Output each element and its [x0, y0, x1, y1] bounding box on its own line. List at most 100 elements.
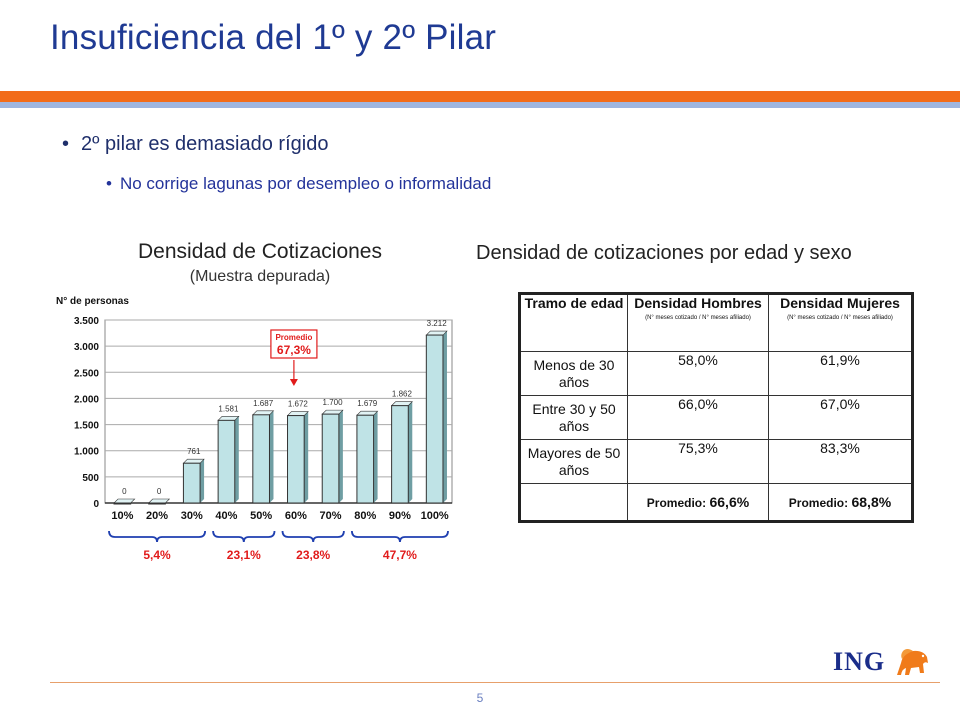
average-box [270, 329, 318, 359]
bar [321, 413, 340, 504]
header-age: Tramo de edad [519, 293, 628, 352]
x-tick-label: 70% [320, 510, 342, 522]
bar-top [182, 458, 205, 464]
bar-value-label: 1.679 [357, 399, 378, 408]
ing-logo-text: ING [833, 647, 886, 676]
group-brace [351, 530, 449, 543]
x-tick-label: 90% [389, 510, 411, 522]
average-label: Promedio [275, 333, 312, 342]
page-number: 5 [476, 691, 484, 705]
x-tick-label: 50% [250, 510, 272, 522]
bar-side [200, 459, 205, 503]
cell-hombres: 58,0% [627, 351, 769, 396]
bullet-level-2: • No corrige lagunas por desempleo o info… [106, 174, 491, 194]
bar-top [425, 330, 448, 336]
bar-top [390, 401, 414, 406]
bar-value-label: 1.687 [253, 399, 274, 408]
bar [287, 415, 305, 504]
bullet-dot: • [106, 174, 112, 193]
bar-top [321, 409, 344, 415]
bar [113, 502, 132, 505]
cell-tramo: Entre 30 y 50 años [519, 395, 628, 440]
group-percentage: 23,8% [296, 548, 330, 562]
header-band-blue [0, 102, 960, 108]
bar-top [252, 410, 275, 416]
cell-mujeres: 67,0% [768, 395, 913, 440]
x-tick-label: 20% [146, 510, 168, 522]
density-bar-chart: 0 500 1.000 1.500 2.000 2.500 3.000 3.500 N° de … [56, 296, 453, 562]
bar-value-label: 0 [122, 487, 127, 496]
group-percentage: 47,7% [383, 548, 417, 562]
bar-side [442, 331, 447, 503]
bar-top [286, 411, 309, 416]
table-row: Entre 30 y 50 años 66,0% 67,0% [519, 395, 913, 440]
table-row: Mayores de 50 años 75,3% 83,3% [519, 439, 913, 484]
cell-empty [519, 483, 628, 522]
bullet-2-text: No corrige lagunas por desempleo o infor… [119, 174, 492, 193]
y-tick-label: 1.500 [74, 421, 99, 432]
bar-value-label: 761 [187, 447, 201, 456]
group-percentage: 23,1% [227, 548, 261, 562]
header-men: Densidad Hombres (N° meses cotizado / N° … [627, 293, 769, 352]
bar-side [373, 411, 378, 503]
average-value: 67,3% [277, 343, 311, 357]
density-table: Tramo de edad Densidad Hombres (N° meses … [518, 292, 914, 523]
cell-mujeres: 61,9% [768, 351, 913, 396]
bar-value-label: 1.581 [218, 404, 239, 413]
cell-tramo: Menos de 30 años [519, 351, 628, 396]
header-band-orange [0, 91, 960, 102]
cell-avg-hombres: Promedio: 66,6% [627, 483, 769, 522]
bar-value-label: 1.700 [323, 398, 344, 407]
bullet-1-text: 2º pilar es demasiado rígido [81, 133, 329, 155]
y-tick-label: 2.500 [74, 368, 99, 379]
y-tick-label: 500 [82, 473, 99, 484]
table-title: Densidad de cotizaciones por edad y sexo [476, 242, 852, 264]
bar-top [217, 416, 240, 421]
bar-top [356, 410, 379, 416]
bar-value-label: 0 [157, 487, 162, 496]
cell-mujeres: 83,3% [768, 439, 913, 484]
x-tick-label: 30% [181, 510, 203, 522]
bar [217, 419, 236, 504]
bar [148, 502, 166, 505]
x-tick-label: 80% [354, 510, 376, 522]
bullet-dot: • [62, 133, 70, 155]
y-tick-label: 3.500 [74, 316, 99, 327]
footer-divider [50, 682, 940, 683]
bar-side [234, 416, 239, 503]
header-note: (N° meses cotizado / N° meses afiliado) [645, 315, 751, 321]
bar [252, 414, 270, 504]
bar-side [269, 410, 274, 503]
header-note: (N° meses cotizado / N° meses afiliado) [787, 315, 893, 321]
header-women: Densidad Mujeres (N° meses cotizado / N° … [768, 293, 913, 352]
cell-avg-mujeres: Promedio: 68,8% [768, 483, 913, 522]
x-tick-label: 10% [111, 510, 133, 522]
cell-tramo: Mayores de 50 años [519, 439, 628, 484]
table-row: Menos de 30 años 58,0% 61,9% [519, 351, 913, 396]
group-brace [281, 530, 345, 543]
y-tick-label: 0 [93, 499, 99, 510]
lion-logo-icon [897, 649, 928, 675]
group-percentage: 5,4% [143, 548, 171, 562]
chart-title: Densidad de Cotizaciones [138, 240, 382, 263]
bar-top [113, 498, 136, 504]
bar-value-label: 3.212 [427, 319, 448, 328]
x-tick-label: 40% [215, 510, 237, 522]
chart-subtitle: (Muestra depurada) [189, 268, 331, 285]
cell-hombres: 75,3% [627, 439, 769, 484]
group-brace [212, 530, 276, 543]
y-tick-label: 3.000 [74, 342, 99, 353]
bar-side [338, 410, 343, 503]
bar [182, 462, 201, 504]
x-tick-label: 60% [285, 510, 307, 522]
bar-side [304, 411, 309, 503]
y-axis-label: N° de personas [56, 296, 129, 307]
y-tick-label: 1.000 [74, 447, 99, 458]
bar-value-label: 1.862 [392, 390, 413, 399]
slide-title: Insuficiencia del 1º y 2º Pilar [50, 18, 497, 57]
bar-top [147, 498, 171, 504]
group-brace [108, 530, 206, 543]
bar [391, 405, 409, 504]
bar [425, 334, 444, 504]
bar-side [408, 401, 413, 503]
